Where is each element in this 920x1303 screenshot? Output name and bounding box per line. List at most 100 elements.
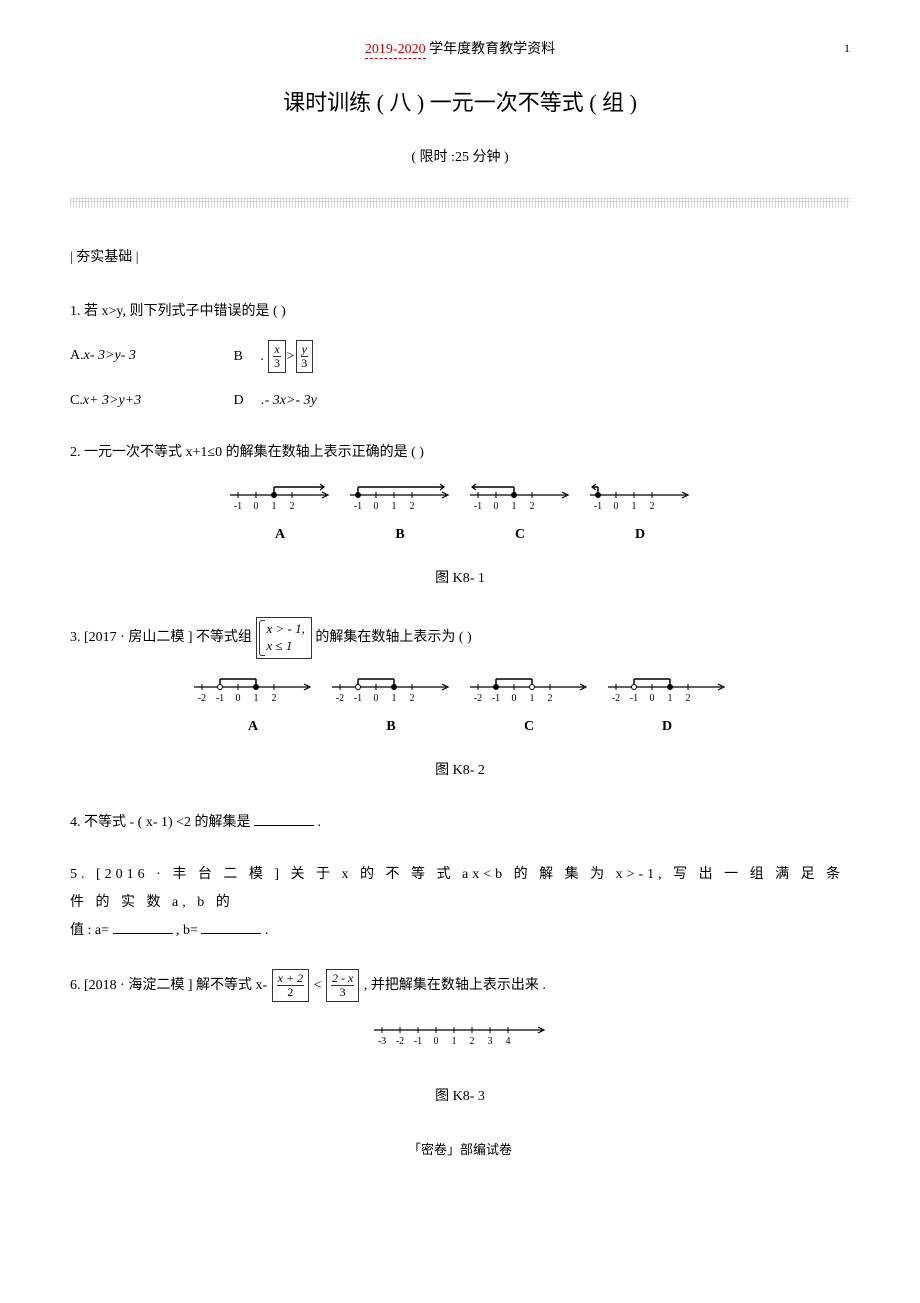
q6-stem: 6. [2018 · 海淀二模 ] 解不等式 x- x + 2 2 < 2 - …	[70, 969, 850, 1002]
question-4: 4. 不等式 - ( x- 1) <2 的解集是 .	[70, 809, 850, 837]
q5-line1: 5. [2016 · 丰 台 二 模 ] 关 于 x 的 不 等 式 ax<b …	[70, 861, 850, 917]
svg-text:0: 0	[512, 693, 517, 704]
q3-stem-pre: 3. [2017 · 房山二模 ] 不等式组	[70, 630, 256, 645]
svg-text:-2: -2	[612, 693, 620, 704]
q1-stem: 1. 若 x>y, 则下列式子中错误的是 ( )	[70, 298, 850, 326]
time-limit: ( 限时 :25 分钟 )	[70, 148, 850, 168]
q1-optA-label: A.	[70, 348, 84, 363]
q1-optC-text: x+ 3>y+3	[83, 393, 141, 408]
svg-text:0: 0	[254, 501, 259, 512]
q1-option-b: B . x 3 > y 3	[234, 340, 394, 373]
svg-text:0: 0	[374, 501, 379, 512]
q5-line2-post: .	[265, 923, 269, 938]
svg-text:3: 3	[488, 1036, 493, 1047]
q6-frac2-den: 3	[331, 986, 354, 999]
svg-text:0: 0	[374, 693, 379, 704]
svg-text:1: 1	[254, 693, 259, 704]
q4-blank	[254, 811, 314, 826]
q5-line2: 值 : a= , b= .	[70, 917, 850, 945]
q1-option-d: D .- 3x>- 3y	[234, 387, 394, 415]
svg-text:1: 1	[392, 693, 397, 704]
svg-text:-1: -1	[492, 693, 500, 704]
svg-text:-2: -2	[336, 693, 344, 704]
section-label: | 夯实基础 |	[70, 248, 850, 268]
svg-text:-1: -1	[216, 693, 224, 704]
q1-optB-label: B	[234, 348, 243, 363]
svg-text:1: 1	[530, 693, 535, 704]
q2-numberlines: -1012A-1012B-1012C-1012D	[70, 481, 850, 549]
svg-text:-1: -1	[354, 693, 362, 704]
svg-text:2: 2	[272, 693, 277, 704]
svg-text:2: 2	[650, 501, 655, 512]
svg-text:-2: -2	[474, 693, 482, 704]
q4-stem-post: .	[318, 815, 322, 830]
q1-options-row2: C.x+ 3>y+3 D .- 3x>- 3y	[70, 387, 850, 415]
q1-optC-label: C.	[70, 393, 83, 408]
question-1: 1. 若 x>y, 则下列式子中错误的是 ( ) A.x- 3>y- 3 B .…	[70, 298, 850, 416]
q6-frac1-num: x + 2	[277, 972, 304, 986]
header-rest: 学年度教育教学资料	[426, 42, 556, 57]
svg-text:-2: -2	[198, 693, 206, 704]
svg-text:1: 1	[668, 693, 673, 704]
svg-text:2: 2	[686, 693, 691, 704]
q1-optB-gt: >	[287, 348, 295, 363]
q1-optB-frac-right-num: y	[301, 343, 308, 357]
svg-text:0: 0	[614, 501, 619, 512]
page-title: 课时训练 ( 八 ) 一元一次不等式 ( 组 )	[70, 88, 850, 119]
svg-text:2: 2	[530, 501, 535, 512]
q1-optD-label: D	[234, 393, 244, 408]
svg-text:0: 0	[236, 693, 241, 704]
svg-text:0: 0	[650, 693, 655, 704]
q5-blank-a	[113, 919, 173, 934]
q1-optB-frac-left-den: 3	[273, 357, 280, 370]
q1-option-a: A.x- 3>y- 3	[70, 342, 230, 370]
q1-option-c: C.x+ 3>y+3	[70, 387, 230, 415]
q6-frac1: x + 2 2	[272, 969, 309, 1002]
q3-numberlines: -2-1012A-2-1012B-2-1012C-2-1012D	[70, 673, 850, 741]
q6-numberline: -3-2-101234	[70, 1016, 850, 1067]
svg-text:1: 1	[452, 1036, 457, 1047]
svg-text:2: 2	[548, 693, 553, 704]
svg-text:1: 1	[392, 501, 397, 512]
svg-text:-1: -1	[594, 501, 602, 512]
svg-text:0: 0	[434, 1036, 439, 1047]
svg-text:4: 4	[506, 1036, 511, 1047]
q6-fig-caption: 图 K8- 3	[70, 1083, 850, 1111]
svg-text:1: 1	[272, 501, 277, 512]
q6-stem-post: , 并把解集在数轴上表示出来 .	[364, 978, 546, 993]
header-year-dashed: 2019-2020	[365, 42, 426, 59]
q2-stem: 2. 一元一次不等式 x+1≤0 的解集在数轴上表示正确的是 ( )	[70, 439, 850, 467]
q1-optB-frac-right-den: 3	[301, 357, 308, 370]
svg-text:-1: -1	[474, 501, 482, 512]
q3-case-line1: x > - 1,	[267, 621, 305, 638]
q5-line2-mid: , b=	[176, 923, 198, 938]
svg-text:0: 0	[494, 501, 499, 512]
svg-text:-1: -1	[234, 501, 242, 512]
svg-text:1: 1	[512, 501, 517, 512]
q3-stem-post: 的解集在数轴上表示为 ( )	[315, 630, 471, 645]
q6-lt: <	[314, 978, 322, 993]
q5-line2-pre: 值 : a=	[70, 923, 109, 938]
q6-frac2-num: 2 - x	[331, 972, 354, 986]
q2-fig-caption: 图 K8- 1	[70, 565, 850, 593]
svg-text:2: 2	[410, 693, 415, 704]
page-header: 2019-2020 学年度教育教学资料 1	[70, 40, 850, 60]
q1-optB-frac-left: x 3	[268, 340, 285, 373]
q3-fig-caption: 图 K8- 2	[70, 757, 850, 785]
q1-options-row1: A.x- 3>y- 3 B . x 3 > y 3	[70, 340, 850, 373]
svg-text:1: 1	[632, 501, 637, 512]
svg-text:-1: -1	[414, 1036, 422, 1047]
svg-text:-3: -3	[378, 1036, 386, 1047]
q1-optB-frac-left-num: x	[273, 343, 280, 357]
q1-optB-dot: .	[260, 348, 264, 363]
q3-case-system: x > - 1, x ≤ 1	[256, 617, 312, 659]
question-2: 2. 一元一次不等式 x+1≤0 的解集在数轴上表示正确的是 ( ) -1 0 1 2…	[70, 439, 850, 593]
question-3: 3. [2017 · 房山二模 ] 不等式组 x > - 1, x ≤ 1 的解…	[70, 617, 850, 785]
svg-text:2: 2	[410, 501, 415, 512]
svg-text:2: 2	[290, 501, 295, 512]
q4-stem-pre: 4. 不等式 - ( x- 1) <2 的解集是	[70, 815, 254, 830]
q6-stem-pre: 6. [2018 · 海淀二模 ] 解不等式 x-	[70, 978, 271, 993]
svg-text:-2: -2	[396, 1036, 404, 1047]
svg-text:-1: -1	[354, 501, 362, 512]
q6-frac1-den: 2	[277, 986, 304, 999]
